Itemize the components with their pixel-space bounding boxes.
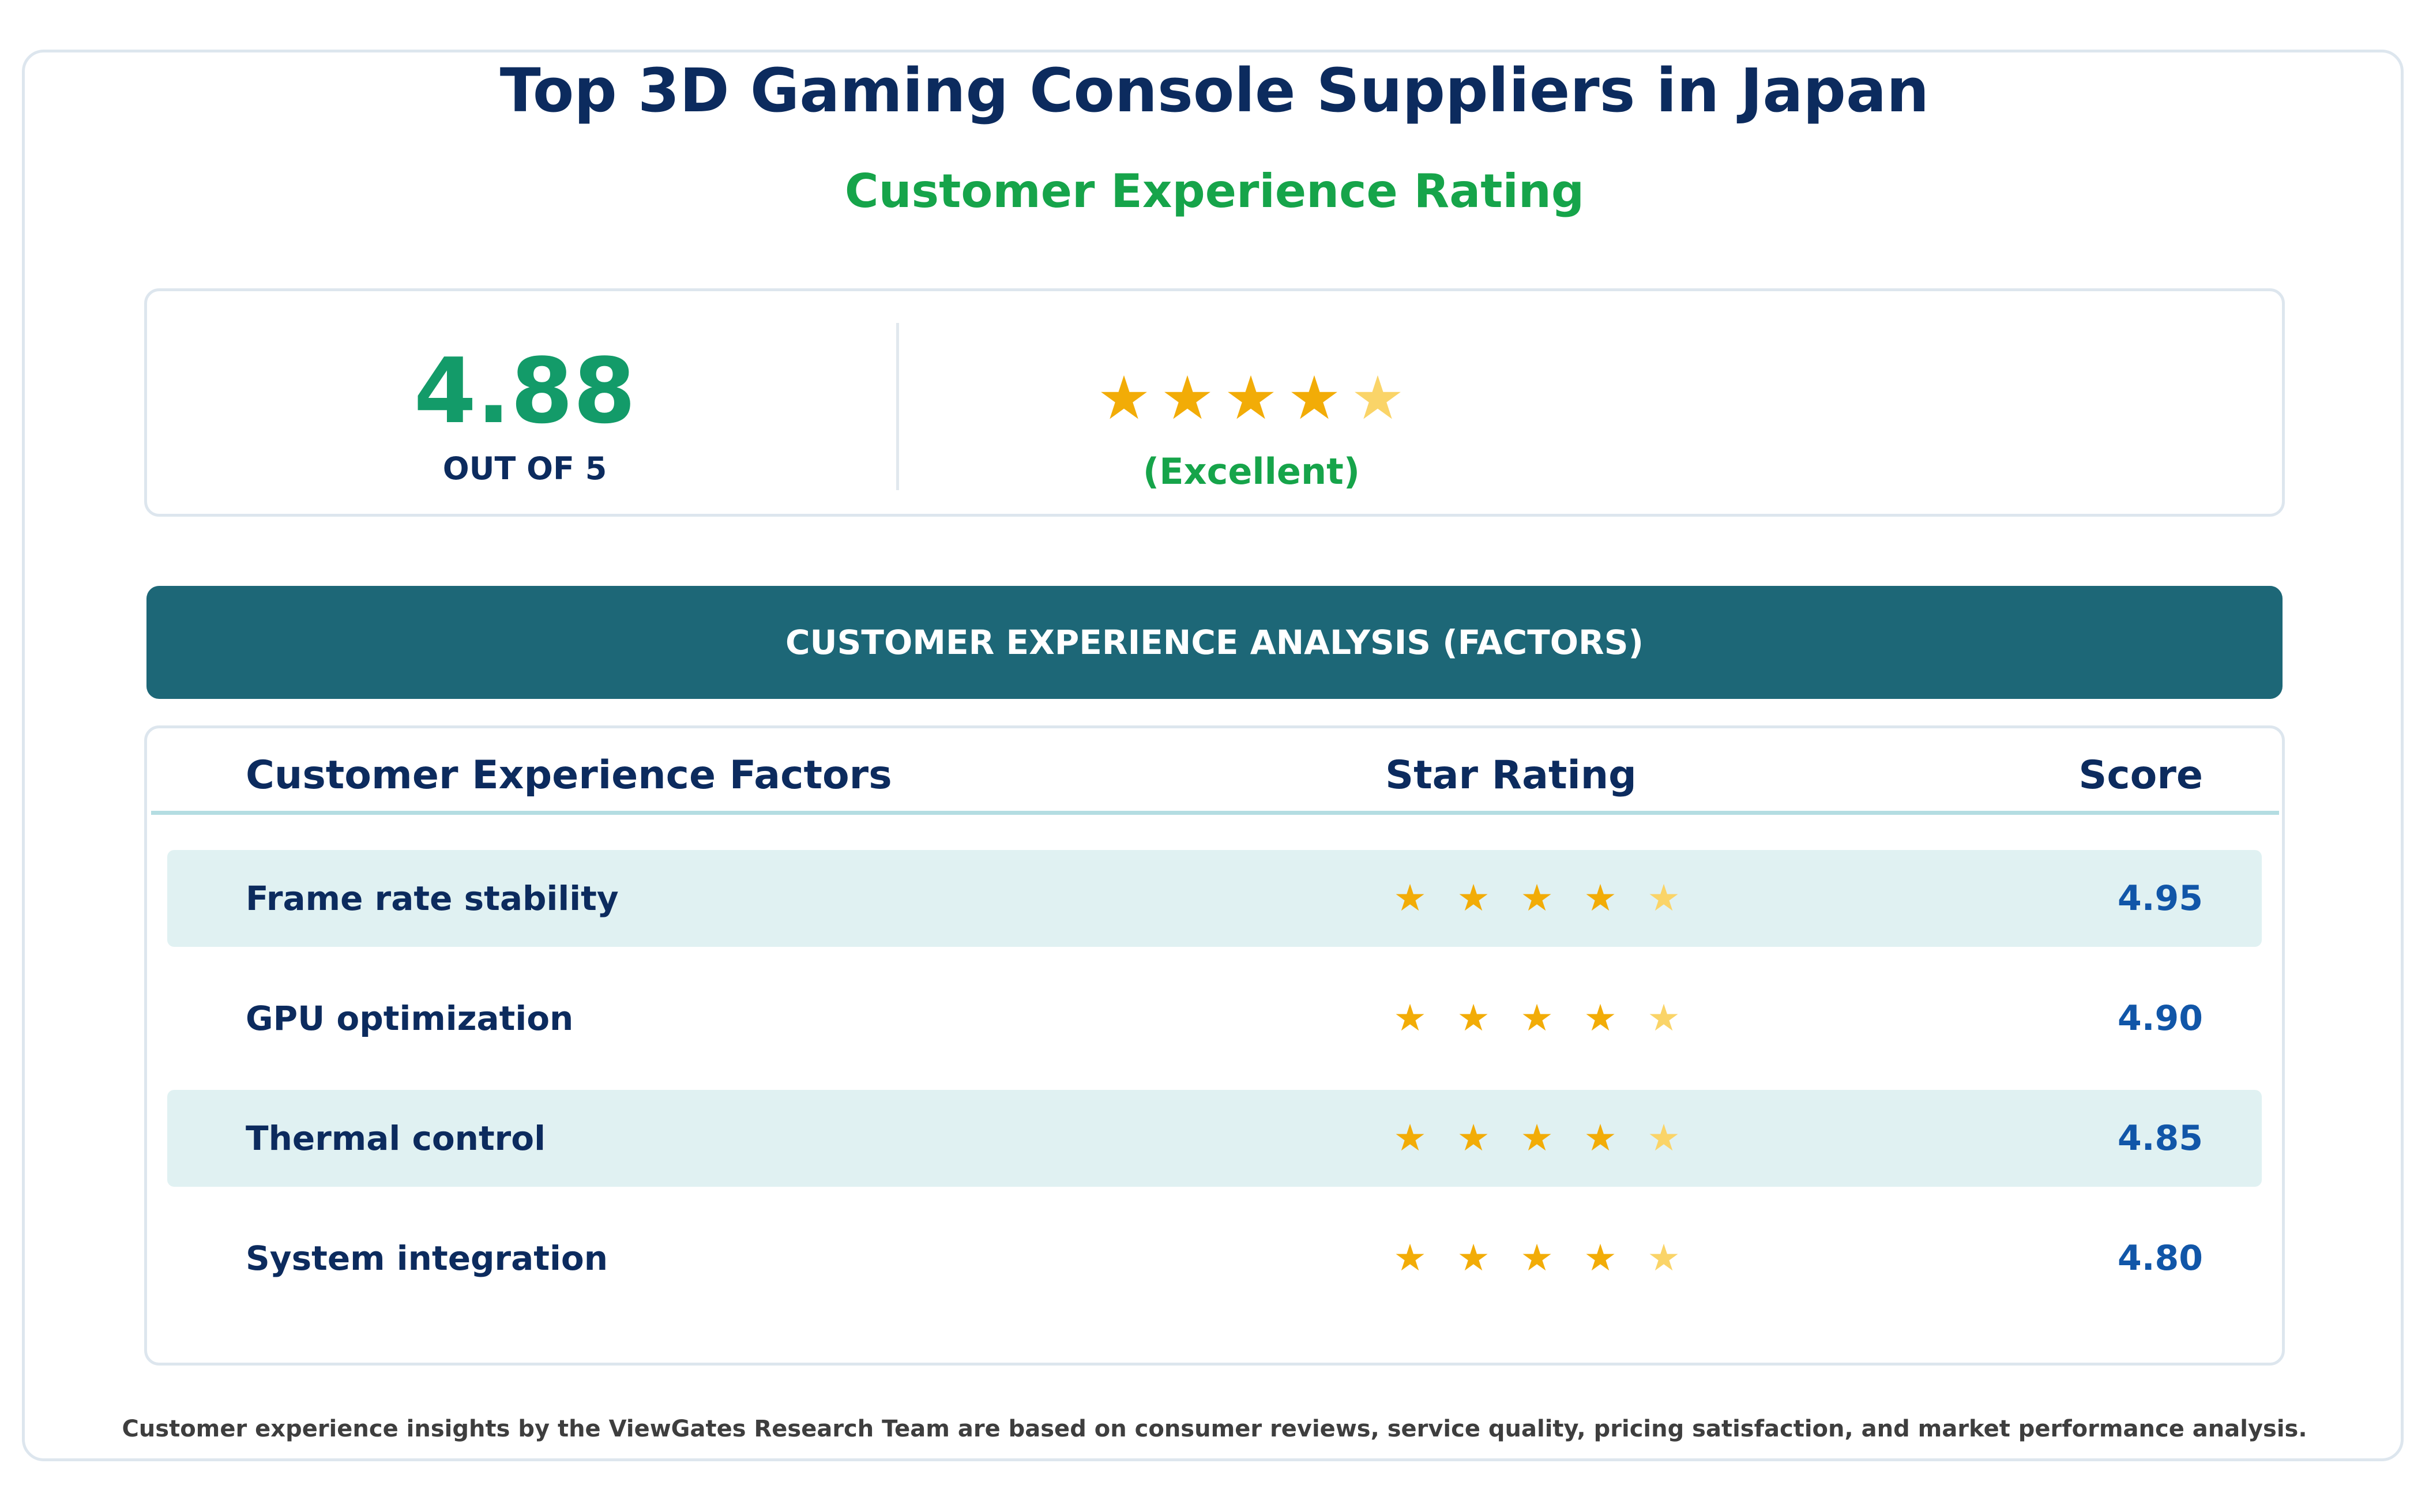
table-row: Frame rate stability ★ ★ ★ ★ ★ 4.95 xyxy=(167,850,2262,947)
star-icon: ★ xyxy=(1584,1237,1617,1280)
overall-score: 4.88 xyxy=(413,338,636,443)
summary-panel xyxy=(144,288,2285,517)
star-rating: ★ ★ ★ ★ ★ xyxy=(1378,1090,1695,1187)
star-icon: ★ xyxy=(1457,1237,1490,1280)
star-icon: ★ xyxy=(1520,877,1554,920)
factor-name: Thermal control xyxy=(246,1119,546,1158)
factor-score: 4.80 xyxy=(2117,1238,2203,1278)
star-icon: ★ xyxy=(1520,997,1554,1040)
star-icon: ★ xyxy=(1584,877,1617,920)
column-header-star-rating: Star Rating xyxy=(1385,753,1637,798)
star-icon: ★ xyxy=(1520,1237,1554,1280)
star-icon: ★ xyxy=(1393,1117,1427,1160)
star-icon: ★ xyxy=(1457,1117,1490,1160)
page-title: Top 3D Gaming Console Suppliers in Japan xyxy=(499,55,1930,126)
factor-score: 4.85 xyxy=(2117,1118,2203,1159)
analysis-banner: CUSTOMER EXPERIENCE ANALYSIS (FACTORS) xyxy=(146,586,2283,699)
star-icon: ★ xyxy=(1584,1117,1617,1160)
summary-divider xyxy=(896,323,899,490)
partial-star-icon: ★ xyxy=(1647,997,1680,1040)
table-header-divider xyxy=(151,811,2279,815)
factor-score: 4.95 xyxy=(2117,878,2203,919)
star-icon: ★ xyxy=(1393,997,1427,1040)
star-icon: ★ xyxy=(1457,997,1490,1040)
page-subtitle: Customer Experience Rating xyxy=(844,164,1585,218)
table-row: GPU optimization ★ ★ ★ ★ ★ 4.90 xyxy=(167,970,2262,1067)
star-icon: ★ xyxy=(1393,877,1427,920)
factors-table xyxy=(144,725,2285,1366)
factor-name: System integration xyxy=(246,1239,608,1278)
factor-score: 4.90 xyxy=(2117,998,2203,1039)
table-row: Thermal control ★ ★ ★ ★ ★ 4.85 xyxy=(167,1090,2262,1187)
star-rating: ★ ★ ★ ★ ★ xyxy=(1378,970,1695,1067)
star-icon: ★ xyxy=(1393,1237,1427,1280)
star-icon: ★ xyxy=(1584,997,1617,1040)
footnote: Customer experience insights by the View… xyxy=(122,1416,2307,1442)
factor-name: Frame rate stability xyxy=(246,879,619,918)
partial-star-icon: ★ xyxy=(1647,1117,1680,1160)
star-rating: ★ ★ ★ ★ ★ xyxy=(1378,850,1695,947)
star-icon: ★ xyxy=(1097,363,1151,433)
rating-label: (Excellent) xyxy=(1142,450,1360,492)
report-card xyxy=(22,50,2404,1461)
star-rating: ★ ★ ★ ★ ★ xyxy=(1378,1210,1695,1307)
star-icon: ★ xyxy=(1160,363,1214,433)
star-icon: ★ xyxy=(1287,363,1341,433)
star-icon: ★ xyxy=(1520,1117,1554,1160)
star-icon: ★ xyxy=(1224,363,1278,433)
column-header-score: Score xyxy=(2078,753,2203,798)
table-row: System integration ★ ★ ★ ★ ★ 4.80 xyxy=(167,1210,2262,1307)
partial-star-icon: ★ xyxy=(1647,1237,1680,1280)
overall-star-rating: ★ ★ ★ ★ ★ xyxy=(1092,363,1409,432)
overall-score-scale: OUT OF 5 xyxy=(442,450,607,487)
star-icon: ★ xyxy=(1457,877,1490,920)
factor-name: GPU optimization xyxy=(246,999,574,1038)
column-header-factor: Customer Experience Factors xyxy=(246,753,892,798)
partial-star-icon: ★ xyxy=(1351,363,1405,433)
partial-star-icon: ★ xyxy=(1647,877,1680,920)
